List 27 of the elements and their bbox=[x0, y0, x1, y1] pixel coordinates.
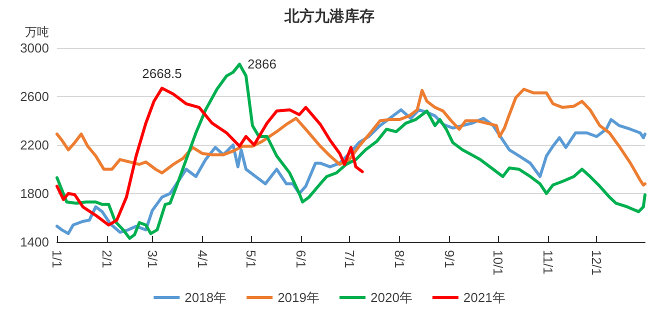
legend-label: 2021年 bbox=[463, 290, 506, 305]
annotation: 2866 bbox=[248, 56, 276, 72]
x-tick-label: 6/1 bbox=[293, 250, 308, 268]
y-tick-label: 3000 bbox=[20, 40, 49, 56]
x-tick-label: 11/1 bbox=[540, 250, 556, 274]
y-tick-label: 2600 bbox=[20, 89, 49, 104]
line-series bbox=[56, 88, 646, 187]
x-tick-label: 4/1 bbox=[194, 250, 210, 268]
legend-label: 2020年 bbox=[370, 290, 412, 305]
y-axis-title: 万吨 bbox=[25, 25, 49, 39]
legend-label: 2019年 bbox=[278, 290, 320, 305]
x-tick-label: 2/1 bbox=[100, 250, 115, 268]
annotation: 2668.5 bbox=[142, 66, 182, 82]
chart-title: 北方九港库存 bbox=[284, 7, 374, 25]
x-tick-label: 7/1 bbox=[342, 250, 357, 268]
y-tick-label: 1800 bbox=[20, 186, 49, 201]
x-tick-label: 12/1 bbox=[589, 250, 604, 276]
x-tick-label: 8/1 bbox=[392, 250, 407, 268]
x-tick-label: 9/1 bbox=[442, 250, 458, 268]
x-tick-label: 5/1 bbox=[243, 250, 258, 268]
x-tick-label: 10/1 bbox=[490, 250, 506, 276]
y-tick-label: 2200 bbox=[20, 138, 49, 152]
y-tick-label: 1400 bbox=[20, 234, 49, 250]
line-series bbox=[56, 86, 364, 227]
x-tick-label: 1/1 bbox=[50, 250, 64, 268]
x-tick-label: 3/1 bbox=[144, 250, 160, 268]
legend-label: 2018年 bbox=[184, 290, 227, 305]
